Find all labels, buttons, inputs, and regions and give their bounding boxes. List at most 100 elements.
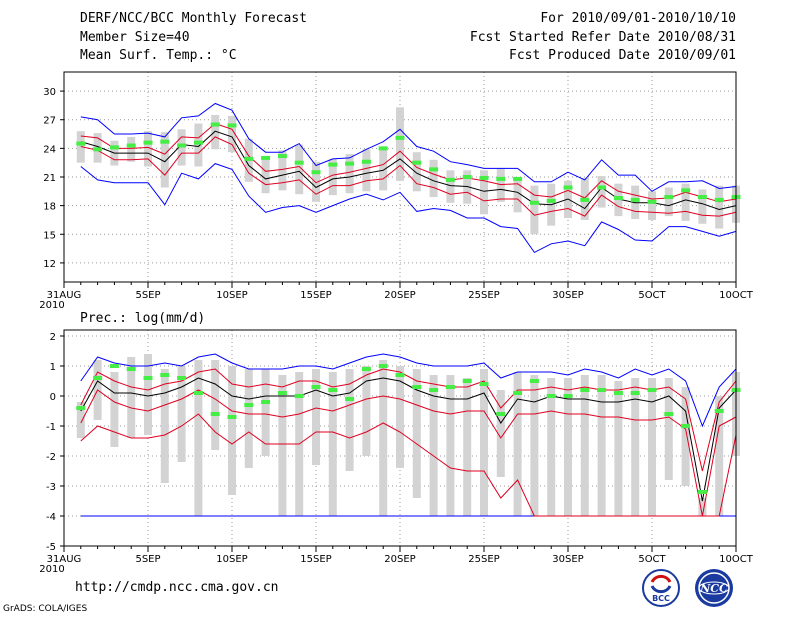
temp-ytick-label: 30: [43, 87, 56, 98]
temp-observed-mark: [395, 135, 405, 140]
precip-xtick-label: 20SEP: [384, 554, 415, 565]
temp-observed-mark: [109, 145, 119, 150]
temp-xtick-label: 5OCT: [638, 290, 666, 301]
precip-observed-mark: [160, 373, 170, 377]
ncc-logo: NCC: [695, 569, 733, 607]
precip-line-lower: [80, 389, 737, 517]
precip-xtick-label: 10SEP: [216, 554, 247, 565]
temp-spread-bar: [345, 154, 354, 194]
temp-spread-bar: [396, 107, 404, 181]
temp-xtick-label: 10SEP: [216, 290, 247, 301]
precip-spread-bar: [547, 378, 556, 516]
precip-observed-mark: [277, 391, 287, 395]
temp-xtick-label: 30SEP: [552, 290, 583, 301]
temp-observed-mark: [177, 143, 187, 148]
temp-spread-bar: [698, 189, 707, 224]
temp-ytick-label: 18: [43, 202, 56, 213]
precip-xtick-label: 30SEP: [552, 554, 583, 565]
temp-observed-mark: [714, 197, 724, 202]
forecast-start-date: Fcst Started Refer Date 2010/08/31: [469, 30, 736, 45]
temp-spread-bar: [379, 147, 388, 191]
temp-observed-mark: [193, 140, 203, 145]
temp-xtick-label: 15SEP: [300, 290, 331, 301]
precip-observed-mark: [630, 391, 640, 395]
precip-observed-mark: [697, 490, 707, 494]
temp-ytick-label: 24: [43, 144, 56, 155]
temp-spread-bar: [446, 170, 455, 203]
precip-observed-mark: [378, 364, 388, 368]
precip-line-upper: [80, 368, 737, 472]
precip-observed-mark: [412, 385, 422, 389]
temp-spread-bar: [228, 115, 236, 153]
precip-line-mean: [80, 377, 737, 502]
precip-observed-mark: [261, 400, 271, 404]
precip-observed-mark: [395, 373, 405, 377]
precip-observed-mark: [580, 388, 590, 392]
temp-xtick-label: 20SEP: [384, 290, 415, 301]
precip-spread-bar: [715, 396, 724, 516]
precip-spread-bar: [127, 357, 136, 438]
precip-observed-mark: [529, 379, 539, 383]
precip-ytick-label: -1: [46, 422, 56, 433]
precip-spread-bar: [160, 369, 169, 483]
precip-xtick-label: 10OCT: [719, 554, 754, 565]
temp-spread-bar: [144, 131, 152, 167]
temp-spread-bar: [681, 183, 690, 221]
temp-spread-bar: [597, 176, 606, 208]
precip-spread-bar: [379, 360, 388, 516]
precip-spread-bar: [648, 378, 656, 516]
temp-observed-mark: [697, 195, 707, 200]
temp-observed-mark: [412, 160, 422, 165]
precip-spread-bar: [110, 372, 119, 447]
precip-observed-mark: [93, 376, 103, 380]
bcc-logo-text: BCC: [652, 594, 670, 603]
temp-spread-bar: [530, 185, 539, 235]
precip-spread-bar: [228, 366, 236, 495]
precip-observed-mark: [546, 394, 556, 398]
source-url[interactable]: http://cmdp.ncc.cma.gov.cn: [75, 580, 279, 595]
precip-spread-bar: [312, 369, 320, 465]
precip-spread-bar: [261, 369, 270, 456]
precip-observed-mark: [126, 367, 136, 371]
precip-observed-mark: [496, 412, 506, 416]
temp-line-min: [80, 163, 737, 254]
precip-ytick-label: -3: [46, 482, 56, 493]
temp-observed-mark: [277, 154, 287, 158]
temp-observed-mark: [378, 146, 388, 151]
precip-spread-bar: [412, 369, 421, 498]
precip-spread-bar: [177, 366, 186, 462]
temp-spread-bar: [513, 177, 522, 213]
precip-spread-bar: [480, 369, 488, 516]
precip-observed-mark: [681, 424, 691, 428]
precip-ytick-label: 0: [50, 392, 56, 403]
forecast-period: For 2010/09/01-2010/10/10: [540, 11, 736, 26]
precip-observed-mark: [445, 385, 455, 389]
temp-observed-mark: [630, 197, 640, 202]
temp-spread-bar: [480, 170, 488, 215]
precip-spread-bar: [328, 372, 337, 516]
temp-spread-bar: [715, 185, 724, 229]
temp-line-max: [80, 102, 737, 192]
precip-spread-bar: [580, 375, 589, 516]
temp-ytick-label: 27: [43, 116, 56, 127]
temp-observed-mark: [126, 143, 136, 148]
temp-observed-mark: [143, 140, 153, 145]
precip-line-max: [80, 353, 737, 428]
temp-ytick-label: 12: [43, 259, 56, 270]
temp-observed-mark: [681, 188, 691, 193]
precip-observed-mark: [597, 388, 607, 392]
precip-observed-mark: [361, 367, 371, 371]
temp-spread-bar: [278, 150, 287, 191]
temp-spread-bar: [127, 136, 136, 162]
temperature-spread-bars: [76, 107, 740, 235]
chart-title: DERF/NCC/BCC Monthly Forecast: [80, 11, 307, 26]
precip-observed-mark: [462, 379, 472, 383]
temp-line-mean: [80, 130, 737, 211]
temp-observed-mark: [496, 176, 506, 181]
temp-xtick-label: 25SEP: [468, 290, 499, 301]
precip-spread-bar: [345, 369, 354, 471]
temp-spread-bar: [261, 156, 270, 194]
